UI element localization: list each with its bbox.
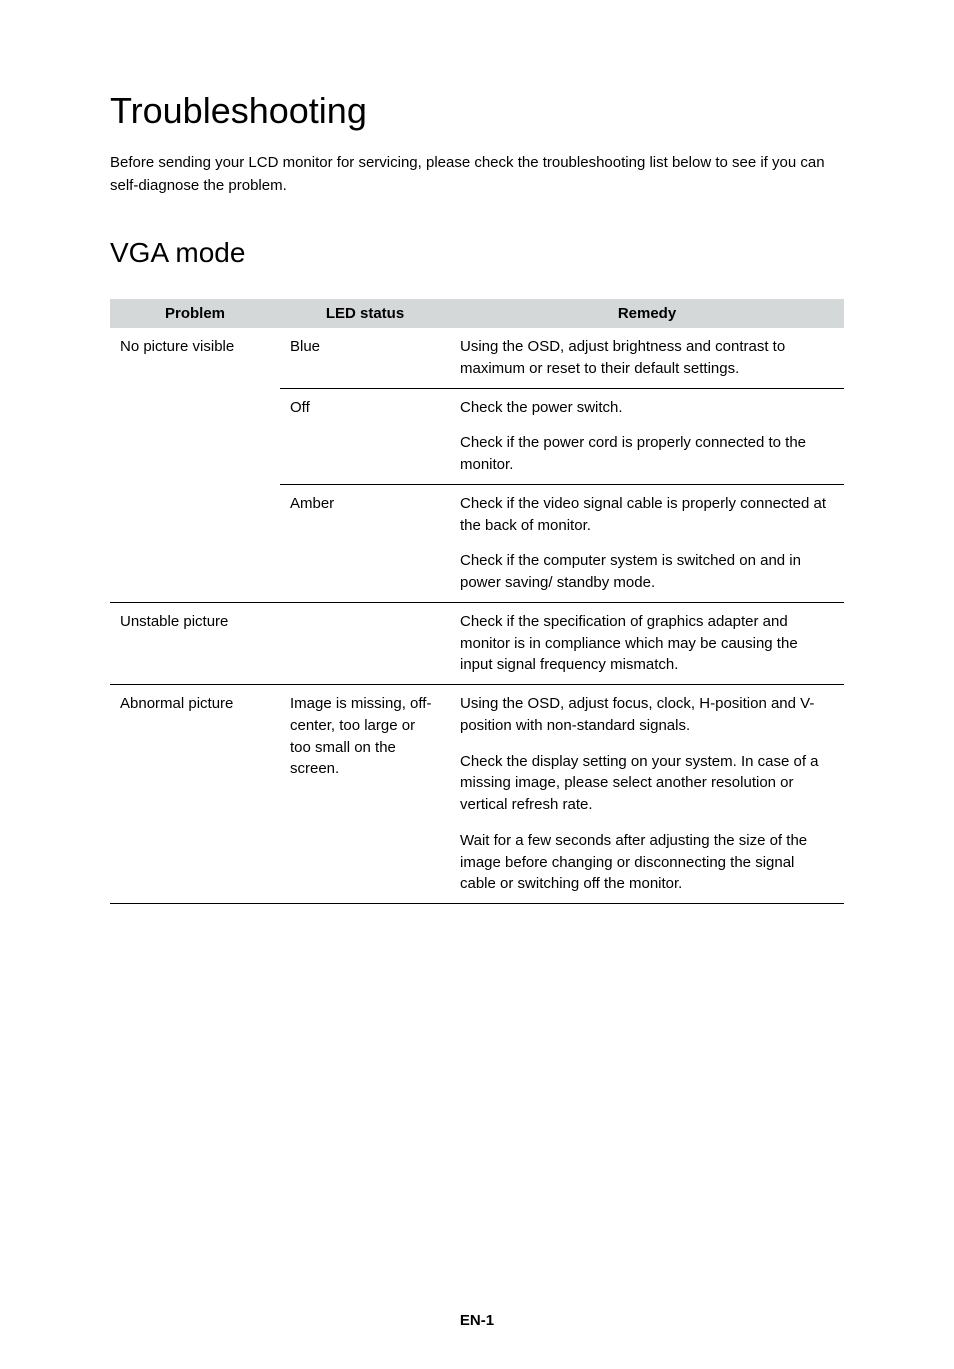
header-problem: Problem — [110, 299, 280, 328]
remedy-text-c: Wait for a few seconds after adjusting t… — [460, 830, 834, 895]
cell-led: Amber — [280, 484, 450, 602]
cell-led: Off — [280, 388, 450, 484]
table-row: No picture visible Blue Using the OSD, a… — [110, 328, 844, 388]
cell-remedy: Check if the video signal cable is prope… — [450, 484, 844, 602]
cell-problem: No picture visible — [110, 328, 280, 388]
cell-problem-empty — [110, 484, 280, 602]
cell-led: Image is missing, off-center, too large … — [280, 685, 450, 904]
intro-paragraph: Before sending your LCD monitor for serv… — [110, 152, 844, 197]
page-title: Troubleshooting — [110, 90, 844, 132]
section-title: VGA mode — [110, 237, 844, 269]
table-header-row: Problem LED status Remedy — [110, 299, 844, 328]
cell-led-empty — [280, 602, 450, 684]
cell-remedy: Check the power switch. Check if the pow… — [450, 388, 844, 484]
remedy-text-a: Using the OSD, adjust focus, clock, H-po… — [460, 695, 814, 734]
table-row: Amber Check if the video signal cable is… — [110, 484, 844, 602]
remedy-text-a: Check if the video signal cable is prope… — [460, 495, 826, 534]
cell-problem: Abnormal picture — [110, 685, 280, 904]
remedy-text-b: Check the display setting on your system… — [460, 751, 834, 816]
remedy-text-b: Check if the computer system is switched… — [460, 550, 834, 594]
cell-remedy: Using the OSD, adjust brightness and con… — [450, 328, 844, 388]
table-row: Abnormal picture Image is missing, off-c… — [110, 685, 844, 904]
remedy-text-b: Check if the power cord is properly conn… — [460, 432, 834, 476]
cell-remedy: Check if the specification of graphics a… — [450, 602, 844, 684]
page-footer: EN-1 — [0, 1312, 954, 1329]
table-row: Off Check the power switch. Check if the… — [110, 388, 844, 484]
header-remedy: Remedy — [450, 299, 844, 328]
cell-led: Blue — [280, 328, 450, 388]
cell-problem-empty — [110, 388, 280, 484]
remedy-text-a: Check the power switch. — [460, 399, 623, 416]
cell-remedy: Using the OSD, adjust focus, clock, H-po… — [450, 685, 844, 904]
troubleshooting-table: Problem LED status Remedy No picture vis… — [110, 299, 844, 904]
table-row: Unstable picture Check if the specificat… — [110, 602, 844, 684]
cell-problem: Unstable picture — [110, 602, 280, 684]
header-led: LED status — [280, 299, 450, 328]
